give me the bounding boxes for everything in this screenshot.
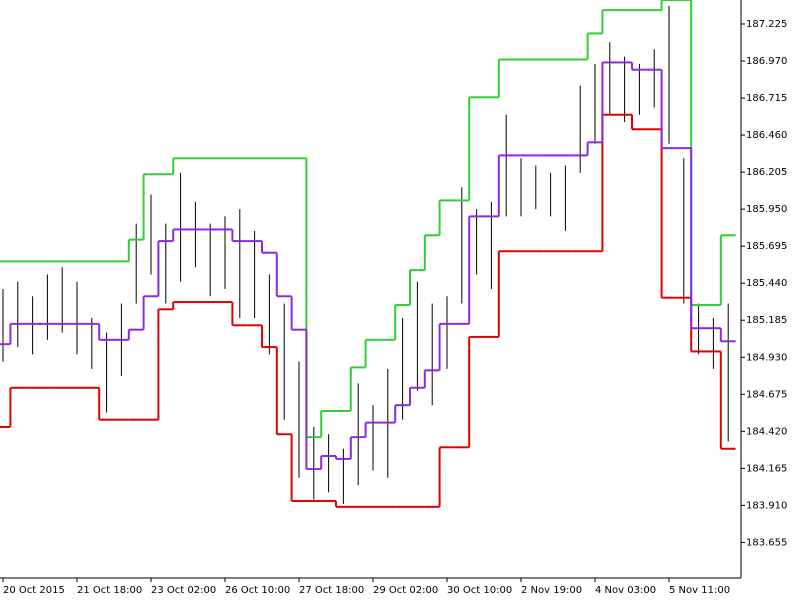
x-tick-label: 27 Oct 18:00 (299, 585, 364, 596)
y-tick-label: 185.185 (746, 315, 787, 326)
y-tick-label: 184.165 (746, 463, 787, 474)
y-tick-label: 185.440 (746, 278, 787, 289)
y-tick-label: 184.930 (746, 352, 787, 363)
y-tick-label: 186.460 (746, 130, 787, 141)
y-tick-label: 186.715 (746, 93, 787, 104)
x-tick-label: 29 Oct 02:00 (373, 585, 438, 596)
y-tick-label: 183.655 (746, 537, 787, 548)
y-tick-label: 183.910 (746, 500, 787, 511)
x-tick-label: 21 Oct 18:00 (77, 585, 142, 596)
y-tick-label: 185.950 (746, 204, 787, 215)
y-tick-label: 186.205 (746, 167, 787, 178)
x-tick-label: 20 Oct 2015 (3, 585, 65, 596)
x-tick-label: 5 Nov 11:00 (669, 585, 730, 596)
x-tick-label: 2 Nov 19:00 (521, 585, 582, 596)
y-tick-label: 186.970 (746, 56, 787, 67)
y-tick-label: 185.695 (746, 241, 787, 252)
y-tick-label: 184.420 (746, 426, 787, 437)
x-tick-label: 30 Oct 10:00 (447, 585, 512, 596)
x-tick-label: 26 Oct 10:00 (225, 585, 290, 596)
x-tick-label: 4 Nov 03:00 (595, 585, 656, 596)
y-tick-label: 184.675 (746, 389, 787, 400)
x-tick-label: 23 Oct 02:00 (151, 585, 216, 596)
y-tick-label: 187.225 (746, 19, 787, 30)
